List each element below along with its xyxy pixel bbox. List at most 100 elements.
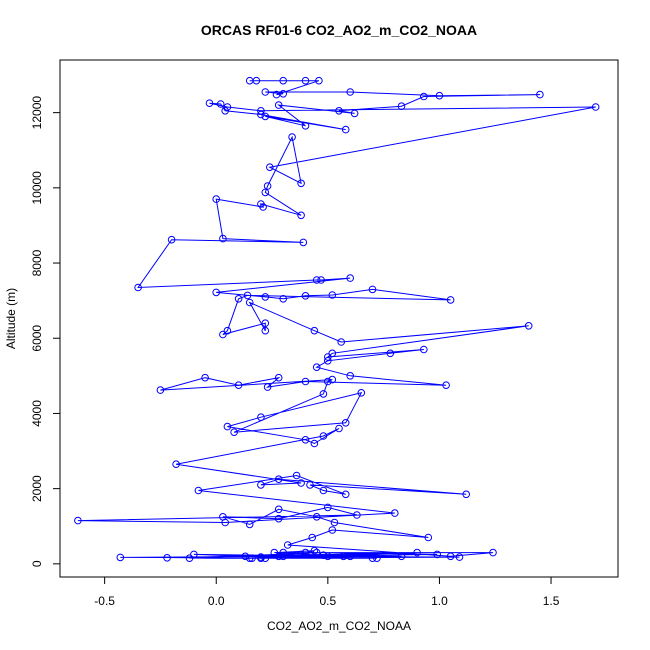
data-point — [292, 471, 301, 480]
series-layer — [74, 76, 600, 563]
data-point — [297, 179, 305, 188]
data-point — [337, 338, 346, 346]
data-point — [386, 349, 395, 358]
data-point — [324, 377, 332, 386]
data-point — [245, 520, 254, 529]
data-point — [261, 554, 270, 563]
data-point — [306, 481, 314, 489]
data-point — [212, 288, 220, 297]
data-point — [259, 203, 267, 211]
data-point — [310, 326, 319, 335]
data-point — [266, 163, 274, 171]
data-point — [312, 513, 321, 521]
y-axis: 0 2000 4000 6000 8000 10000 12000 — [30, 96, 60, 567]
data-point — [524, 322, 533, 330]
data-point — [312, 363, 321, 372]
data-point — [536, 90, 544, 99]
data-point — [201, 373, 209, 382]
data-point — [317, 276, 325, 284]
data-point — [341, 125, 350, 134]
data-point — [279, 90, 288, 98]
y-tick-label: 12000 — [30, 96, 44, 130]
data-point — [223, 422, 232, 431]
data-point — [315, 76, 323, 85]
data-point — [279, 552, 288, 561]
data-point — [335, 107, 343, 115]
data-point — [324, 552, 332, 561]
data-point — [301, 76, 310, 85]
data-point — [221, 107, 229, 115]
data-point — [116, 553, 125, 562]
data-point — [257, 413, 265, 422]
data-point — [263, 182, 272, 190]
data-point — [263, 383, 272, 391]
data-point — [167, 235, 176, 244]
data-point — [212, 195, 220, 203]
data-point — [223, 326, 232, 335]
data-point — [194, 486, 203, 495]
data-point — [341, 490, 350, 499]
data-point — [261, 88, 270, 96]
data-point — [219, 513, 227, 521]
series-line — [77, 80, 596, 559]
data-point — [270, 548, 279, 557]
data-point — [301, 377, 310, 386]
data-point — [357, 389, 366, 397]
data-point — [324, 357, 332, 365]
data-point — [288, 133, 296, 141]
data-point — [297, 550, 305, 559]
data-point — [324, 503, 332, 512]
y-tick-label: 2000 — [30, 475, 44, 502]
data-point — [397, 552, 406, 561]
y-tick-label: 6000 — [30, 325, 44, 352]
data-point — [245, 554, 254, 563]
data-point — [462, 490, 471, 499]
data-point — [301, 548, 310, 557]
data-point — [274, 514, 283, 523]
data-point — [328, 526, 337, 534]
data-point — [243, 291, 252, 300]
data-point — [261, 293, 270, 301]
data-point — [274, 101, 283, 109]
data-point — [274, 552, 283, 561]
data-point — [442, 381, 450, 390]
data-point — [353, 511, 361, 519]
data-point — [257, 553, 265, 561]
y-tick-label: 4000 — [30, 400, 44, 427]
data-point — [420, 345, 428, 354]
data-point — [433, 550, 442, 559]
data-point — [274, 373, 283, 382]
data-point — [301, 292, 310, 300]
data-point — [216, 100, 225, 108]
data-point — [156, 386, 165, 394]
data-point — [489, 548, 497, 557]
data-point — [346, 88, 355, 96]
data-point — [391, 509, 399, 517]
data-point — [435, 91, 444, 100]
data-point — [330, 518, 339, 527]
data-point — [346, 552, 355, 561]
x-tick-label: -0.5 — [94, 594, 115, 608]
x-tick-label: 0.0 — [208, 594, 225, 608]
data-point — [446, 296, 455, 304]
data-point — [328, 349, 337, 358]
data-point — [301, 436, 310, 444]
data-point — [261, 188, 270, 197]
data-point — [306, 550, 314, 559]
data-point — [252, 76, 261, 85]
data-point — [328, 291, 337, 299]
data-point — [185, 554, 194, 563]
data-point — [190, 550, 198, 559]
data-point — [319, 432, 328, 440]
y-tick-label: 8000 — [30, 249, 44, 276]
data-point — [261, 112, 270, 121]
data-point — [319, 390, 328, 398]
data-point — [328, 375, 337, 384]
data-point — [134, 283, 142, 292]
y-tick-label: 10000 — [30, 171, 44, 205]
x-tick-label: 0.5 — [319, 594, 336, 608]
data-point — [373, 554, 381, 563]
x-axis: -0.5 0.0 0.5 1.0 1.5 — [94, 577, 560, 608]
data-point — [261, 326, 270, 335]
